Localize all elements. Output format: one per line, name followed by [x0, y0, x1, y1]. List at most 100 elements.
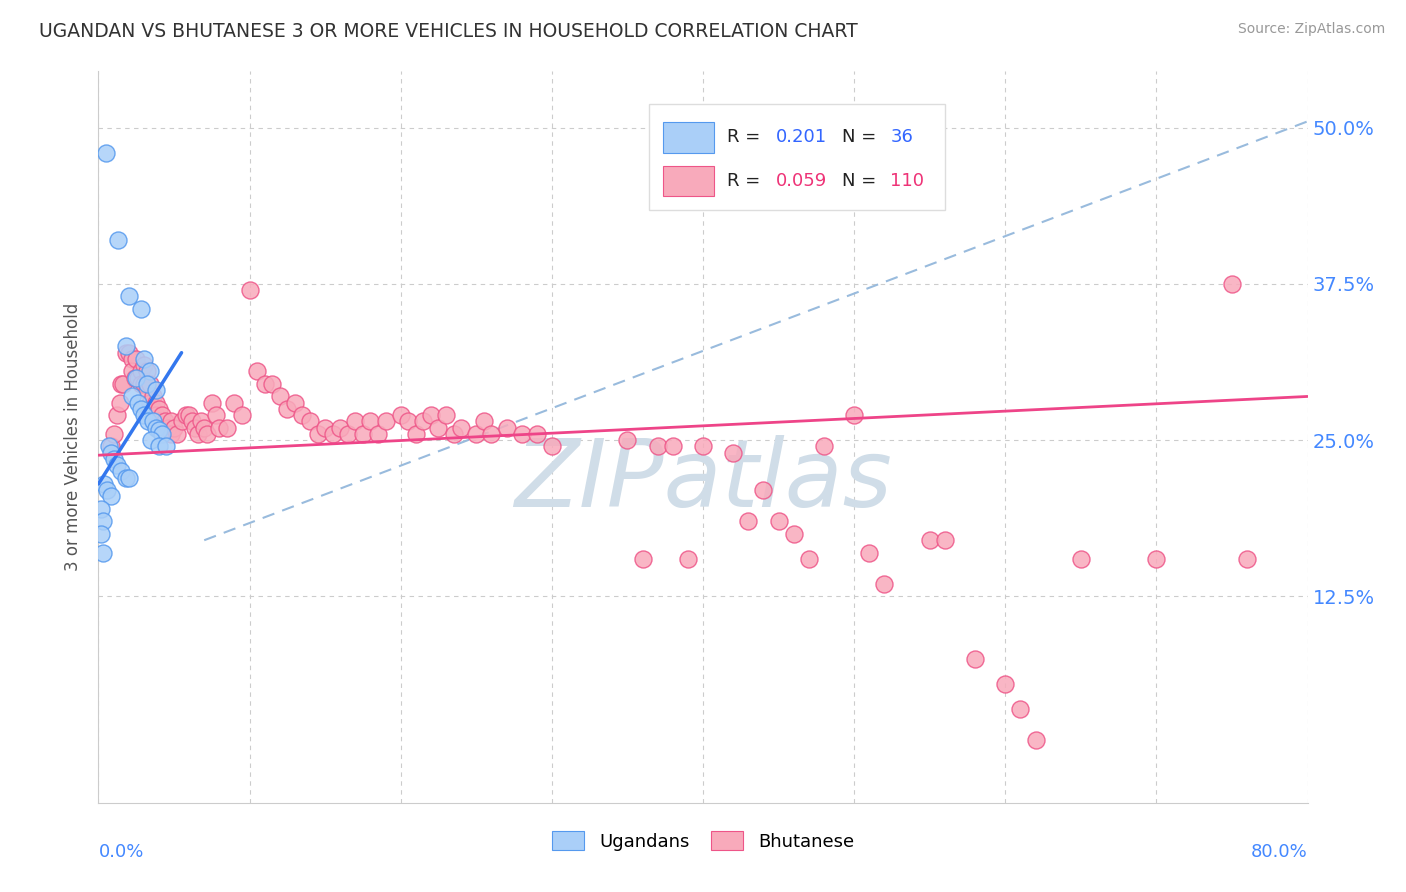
Text: 36: 36: [890, 128, 914, 146]
Point: [647, 440, 669, 454]
Point: [132, 351, 155, 366]
Point: [396, 414, 419, 428]
Point: [135, 383, 157, 397]
Point: [148, 423, 170, 437]
Point: [96, 483, 118, 498]
Point: [114, 345, 136, 359]
Point: [135, 376, 157, 391]
Point: [768, 515, 790, 529]
Text: Source: ZipAtlas.com: Source: ZipAtlas.com: [1237, 22, 1385, 37]
Point: [344, 414, 367, 428]
Text: N =: N =: [842, 172, 882, 190]
Point: [322, 426, 344, 441]
Point: [132, 376, 155, 391]
Point: [723, 446, 745, 460]
Bar: [664, 122, 714, 153]
Point: [420, 408, 443, 422]
Point: [231, 408, 253, 422]
Point: [139, 376, 162, 391]
Point: [239, 283, 262, 297]
FancyBboxPatch shape: [648, 104, 945, 211]
Point: [481, 426, 503, 441]
Point: [132, 408, 155, 422]
Point: [129, 376, 152, 391]
Point: [110, 465, 132, 479]
Point: [434, 408, 457, 422]
Point: [190, 414, 212, 428]
Point: [145, 420, 167, 434]
Point: [1070, 552, 1092, 566]
Point: [174, 408, 197, 422]
Point: [108, 395, 131, 409]
Point: [142, 414, 165, 428]
Point: [994, 677, 1017, 691]
Point: [139, 364, 162, 378]
Point: [1010, 702, 1032, 716]
Point: [166, 426, 188, 441]
Point: [93, 477, 115, 491]
Point: [121, 389, 143, 403]
Point: [844, 408, 866, 422]
Point: [934, 533, 956, 548]
Point: [163, 420, 186, 434]
Point: [965, 652, 987, 666]
Point: [129, 301, 152, 316]
Point: [98, 440, 121, 454]
Point: [111, 376, 134, 391]
Point: [107, 233, 129, 247]
Point: [105, 458, 128, 473]
Point: [136, 414, 159, 428]
Point: [142, 389, 165, 403]
Point: [510, 426, 533, 441]
Point: [205, 408, 228, 422]
Point: [145, 395, 167, 409]
Point: [540, 440, 562, 454]
Point: [145, 408, 167, 422]
Point: [94, 145, 117, 160]
Point: [352, 426, 374, 441]
Point: [110, 376, 132, 391]
Point: [797, 552, 820, 566]
Point: [142, 401, 165, 416]
Point: [118, 289, 141, 303]
Point: [139, 395, 162, 409]
Point: [631, 552, 654, 566]
Point: [132, 358, 155, 372]
Text: 0.201: 0.201: [776, 128, 827, 146]
Point: [858, 546, 880, 560]
Point: [336, 426, 359, 441]
Point: [121, 364, 143, 378]
Point: [135, 364, 157, 378]
Text: 0.059: 0.059: [776, 172, 827, 190]
Point: [367, 426, 389, 441]
Point: [465, 426, 488, 441]
Text: ZIPatlas: ZIPatlas: [515, 435, 891, 526]
Point: [179, 408, 201, 422]
Point: [526, 426, 548, 441]
Point: [873, 577, 896, 591]
Point: [103, 452, 125, 467]
Text: R =: R =: [727, 172, 766, 190]
Point: [100, 446, 122, 460]
Point: [495, 420, 517, 434]
Point: [148, 401, 170, 416]
Point: [124, 370, 146, 384]
Point: [118, 471, 141, 485]
Point: [472, 414, 495, 428]
Point: [148, 414, 170, 428]
Point: [100, 440, 122, 454]
Point: [224, 395, 246, 409]
Point: [201, 395, 224, 409]
Point: [215, 420, 238, 434]
Point: [105, 408, 128, 422]
Point: [170, 414, 193, 428]
Text: R =: R =: [727, 128, 766, 146]
Point: [160, 414, 183, 428]
Point: [148, 440, 170, 454]
Point: [1024, 733, 1046, 747]
Point: [918, 533, 941, 548]
Point: [127, 370, 149, 384]
Point: [276, 401, 298, 416]
Bar: [664, 166, 714, 196]
Point: [153, 414, 176, 428]
